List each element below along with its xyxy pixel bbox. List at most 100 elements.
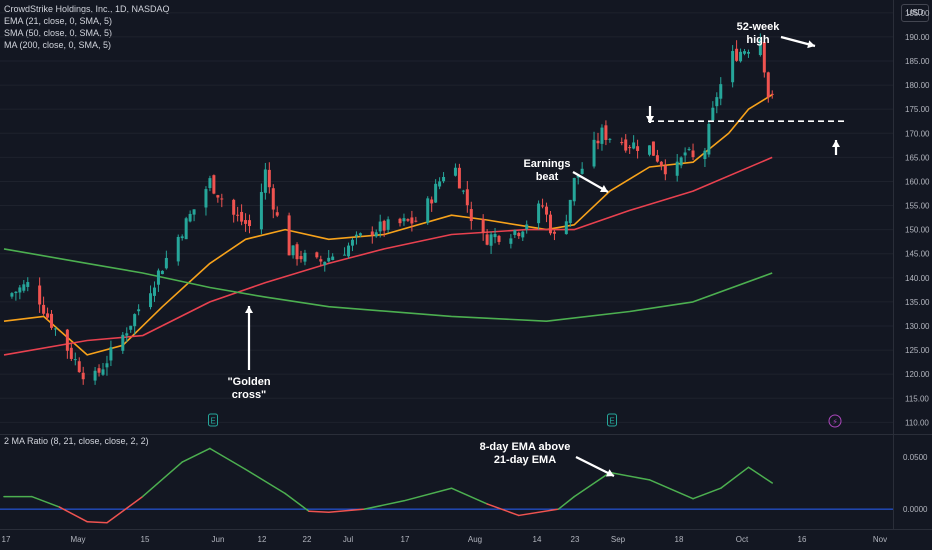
candle-up xyxy=(746,51,750,54)
candle-up xyxy=(576,175,580,178)
earnings-marker-label: E xyxy=(609,417,614,426)
arrow-resistance-left-head xyxy=(646,116,654,123)
candle-up xyxy=(133,314,137,327)
candle-up xyxy=(683,152,687,156)
candle-down xyxy=(517,232,521,237)
candle-down xyxy=(465,189,469,206)
candle-down xyxy=(545,206,549,215)
candle-up xyxy=(291,245,295,256)
candle-down xyxy=(469,209,473,222)
arrow-earnings-beat-head xyxy=(599,185,608,192)
candle-down xyxy=(414,220,418,222)
candle-down xyxy=(628,147,632,149)
candle-up xyxy=(156,270,160,285)
candle-up xyxy=(632,142,636,149)
currency-button[interactable]: USD xyxy=(901,4,929,22)
candle-down xyxy=(735,48,739,61)
candle-up xyxy=(149,293,153,308)
candle-down xyxy=(604,125,608,140)
ratio-segment xyxy=(86,520,108,524)
candle-up xyxy=(442,176,446,182)
candle-down xyxy=(212,175,216,194)
candle-down xyxy=(295,244,299,260)
candle-up xyxy=(14,291,18,294)
candle-up xyxy=(564,221,568,235)
candle-up xyxy=(572,177,576,202)
ratio-segment xyxy=(244,468,286,495)
ratio-segment xyxy=(747,466,773,484)
candle-up xyxy=(208,178,212,189)
time-tick-label: 22 xyxy=(303,535,312,544)
symbol-title: CrowdStrike Holdings, Inc., 1D, NASDAQ xyxy=(4,4,170,14)
time-tick-label: 15 xyxy=(141,535,150,544)
arrow-ema-crossover xyxy=(575,456,615,477)
candle-down xyxy=(636,146,640,151)
time-tick-label: Jul xyxy=(343,535,353,544)
candle-down xyxy=(299,256,303,260)
ratio-segment xyxy=(106,495,144,524)
candle-down xyxy=(38,285,42,305)
candle-up xyxy=(121,334,125,351)
price-tick-label: 175.00 xyxy=(905,105,930,114)
candle-up xyxy=(152,287,156,296)
time-tick-label: 17 xyxy=(2,535,11,544)
candle-up xyxy=(386,219,390,230)
candle-up xyxy=(53,328,57,330)
candle-down xyxy=(485,234,489,245)
candle-up xyxy=(509,238,513,244)
candle-down xyxy=(232,199,236,215)
candle-up xyxy=(263,169,267,193)
annotation-earnings-beat: Earnings beat xyxy=(523,158,570,183)
candle-up xyxy=(743,51,747,54)
candle-up xyxy=(711,107,715,121)
candle-up xyxy=(105,363,109,368)
candle-up xyxy=(10,293,14,297)
price-tick-label: 115.00 xyxy=(905,394,929,403)
candle-up xyxy=(129,325,133,330)
earnings-marker xyxy=(607,413,617,427)
candle-down xyxy=(370,231,374,236)
candle-down xyxy=(65,329,69,351)
candle-down xyxy=(457,167,461,189)
sma50-legend[interactable]: SMA (50, close, 0, SMA, 5) xyxy=(4,28,113,38)
candle-up xyxy=(73,359,77,361)
candle-down xyxy=(240,211,244,222)
ratio-segment xyxy=(557,495,575,510)
arrow-golden-cross-head xyxy=(245,306,253,313)
ema21-legend[interactable]: EMA (21, close, 0, SMA, 5) xyxy=(4,16,113,26)
candle-up xyxy=(580,168,584,174)
candle-up xyxy=(537,203,541,224)
price-tick-label: 150.00 xyxy=(905,226,930,235)
time-tick-label: May xyxy=(70,535,85,544)
candle-up xyxy=(675,161,679,176)
candle-up xyxy=(125,333,129,336)
ma200-legend[interactable]: MA (200, close, 0, SMA, 5) xyxy=(4,40,112,50)
time-tick-label: 14 xyxy=(533,535,542,544)
candle-up xyxy=(109,347,113,361)
candle-up xyxy=(719,84,723,99)
candle-up xyxy=(758,39,762,56)
price-tick-label: 140.00 xyxy=(905,274,930,283)
ratio-segment xyxy=(486,503,520,517)
ma200-line xyxy=(3,248,773,322)
candle-down xyxy=(620,142,624,144)
candle-up xyxy=(164,257,168,269)
candle-down xyxy=(552,231,556,234)
ma-ratio-legend[interactable]: 2 MA Ratio (8, 21, close, close, 2, 2) xyxy=(4,436,149,446)
candle-up xyxy=(679,157,683,166)
candle-down xyxy=(770,93,774,95)
candle-down xyxy=(655,155,659,162)
candle-down xyxy=(220,198,224,200)
time-tick-label: 18 xyxy=(675,535,684,544)
candle-up xyxy=(647,145,651,155)
candle-up xyxy=(303,252,307,262)
ratio-segment xyxy=(609,471,651,481)
candle-up xyxy=(715,97,719,107)
candle-up xyxy=(343,254,347,256)
candle-down xyxy=(762,41,766,73)
arrow-52-week-high-head xyxy=(807,40,815,49)
candle-down xyxy=(244,220,248,224)
candle-down xyxy=(624,139,628,151)
candle-down xyxy=(663,165,667,175)
